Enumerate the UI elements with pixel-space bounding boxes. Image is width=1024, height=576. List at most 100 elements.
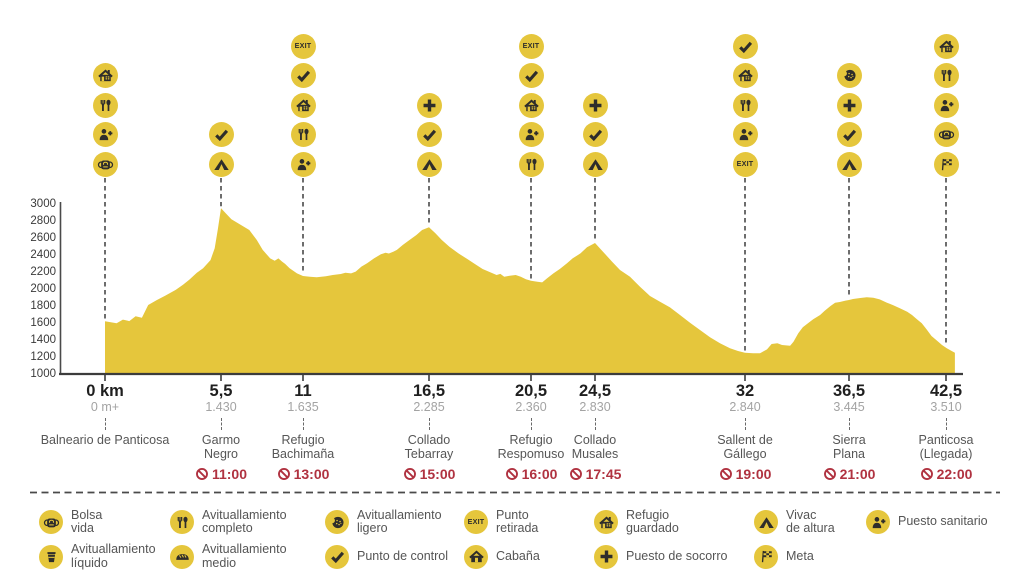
checkpoint-label-panticosa-llegada: 42,5 3.510 Panticosa (Llegada) 22:00 bbox=[858, 382, 1024, 482]
checkpoint-label-garmo-negro: 5,5 1.430 Garmo Negro 11:00 bbox=[133, 382, 309, 482]
legend-label-line: retirada bbox=[496, 521, 539, 535]
elevation-area bbox=[105, 208, 955, 374]
cutoff-time-text: 13:00 bbox=[293, 466, 330, 482]
legend-label-line: vida bbox=[71, 521, 94, 535]
cutoff-time-text: 15:00 bbox=[419, 466, 456, 482]
checkpoint-cutoff-time: 15:00 bbox=[341, 466, 517, 482]
checkpoint-connector-dash bbox=[848, 418, 850, 430]
legend-label: Avituallamiento ligero bbox=[357, 508, 442, 536]
puesto-sanitario-icon bbox=[92, 122, 118, 147]
checkpoint-label-sallent-de-gallego: 32 2.840 Sallent de Gállego 19:00 bbox=[657, 382, 833, 482]
cutoff-time-text: 21:00 bbox=[839, 466, 876, 482]
legend-label-line: Avituallamiento bbox=[202, 507, 287, 522]
legend-label: Avituallamiento completo bbox=[202, 507, 287, 536]
checkpoint-name-line: Collado bbox=[573, 433, 617, 447]
checkpoint-label-collado-musales: 24,5 2.830 Collado Musales 17:45 bbox=[507, 382, 683, 482]
y-axis-tick-2000: 2000 bbox=[30, 283, 56, 295]
bolsa-vida-icon bbox=[39, 510, 63, 534]
y-axis-tick-2200: 2200 bbox=[30, 266, 56, 278]
checkpoint-elevation-gain: 2.285 bbox=[413, 400, 445, 414]
checkpoint-cutoff-time: 19:00 bbox=[657, 466, 833, 482]
vivac-de-altura-icon bbox=[582, 151, 608, 177]
y-axis-tick-3000: 3000 bbox=[30, 198, 56, 210]
puesto-de-socorro-icon bbox=[416, 92, 442, 118]
legend-label-line: Punto de control bbox=[357, 548, 449, 563]
avituallamiento-completo-icon bbox=[732, 92, 758, 118]
puesto-sanitario-icon bbox=[933, 92, 959, 118]
puesto-sanitario-icon bbox=[732, 122, 758, 147]
elevation-profile-fill bbox=[105, 208, 955, 374]
legend-label-line: Puesto sanitario bbox=[898, 514, 988, 529]
prohibition-icon bbox=[569, 468, 582, 480]
legend-item-vivac-de-altura: Vivac de altura bbox=[754, 505, 835, 539]
legend-label-line: Puesto de socorro bbox=[626, 548, 728, 563]
y-axis-tick-2800: 2800 bbox=[30, 215, 56, 227]
puesto-sanitario-icon bbox=[518, 122, 544, 147]
checkpoint-name: Sierra Plana bbox=[761, 433, 937, 461]
legend-label-line: Meta bbox=[786, 548, 814, 563]
cutoff-time-text: 19:00 bbox=[735, 466, 772, 482]
avituallamiento-completo-icon bbox=[290, 122, 316, 147]
checkpoint-cutoff-time: 17:45 bbox=[507, 466, 683, 482]
checkpoint-name-line: Respomuso bbox=[497, 447, 565, 461]
legend-label-line: Cabaña bbox=[496, 548, 540, 563]
checkpoint-name-line: Plana bbox=[833, 447, 865, 461]
exit-icon-text: EXIT bbox=[736, 159, 754, 169]
checkpoint-name-line: Refugio bbox=[509, 433, 553, 447]
legend-label-line: guardado bbox=[626, 521, 679, 535]
refugio-guardado-icon bbox=[290, 92, 316, 118]
checkpoint-km: 36,5 bbox=[832, 382, 866, 400]
legend-label: Bolsa vida bbox=[71, 507, 103, 536]
vivac-de-altura-icon bbox=[836, 151, 862, 177]
puesto-de-socorro-icon bbox=[836, 92, 862, 118]
punto-de-control-icon bbox=[208, 122, 234, 147]
checkpoint-connector-dash bbox=[428, 418, 430, 430]
checkpoint-connector-dash bbox=[530, 418, 532, 430]
avituallamiento-liquido-icon bbox=[39, 544, 63, 569]
exit-icon-text: EXIT bbox=[522, 41, 540, 51]
avituallamiento-ligero-icon bbox=[836, 63, 862, 88]
legend-label-line: Avituallamiento bbox=[71, 542, 156, 556]
legend-label: Puesto sanitario bbox=[898, 515, 988, 529]
puesto-sanitario-icon bbox=[866, 510, 890, 534]
checkpoint-elevation-gain: 3.510 bbox=[930, 400, 962, 414]
punto-de-control-icon bbox=[732, 33, 758, 59]
meta-icon bbox=[754, 544, 778, 569]
legend-label: Avituallamiento líquido bbox=[71, 542, 156, 570]
checkpoint-name: Refugio Respomuso bbox=[443, 433, 619, 461]
checkpoint-name-line: Balneario de Panticosa bbox=[40, 433, 170, 447]
legend-label-line: Bolsa bbox=[71, 507, 103, 522]
punto-de-control-icon bbox=[836, 122, 862, 147]
checkpoint-elevation-gain: 1.430 bbox=[205, 400, 237, 414]
prohibition-icon bbox=[505, 468, 518, 480]
prohibition-icon bbox=[920, 468, 933, 480]
cutoff-time-text: 11:00 bbox=[211, 466, 248, 482]
punto-de-control-icon bbox=[290, 63, 316, 88]
punto-de-control-icon bbox=[518, 63, 544, 88]
legend-label-line: medio bbox=[202, 555, 237, 570]
prohibition-icon bbox=[823, 468, 836, 480]
avituallamiento-completo-icon bbox=[933, 63, 959, 88]
checkpoint-name: Refugio Bachimaña bbox=[215, 433, 391, 461]
y-axis-tick-2400: 2400 bbox=[30, 249, 56, 261]
checkpoint-elevation-gain: 2.840 bbox=[729, 400, 761, 414]
checkpoint-cutoff-time: 22:00 bbox=[858, 466, 1024, 482]
checkpoint-name-line: Bachimaña bbox=[271, 447, 335, 461]
chart-axes bbox=[59, 202, 963, 381]
legend-item-punto-retirada: EXIT Punto retirada bbox=[464, 505, 538, 539]
checkpoint-label-collado-tebarray: 16,5 2.285 Collado Tebarray 15:00 bbox=[341, 382, 517, 482]
checkpoint-name: Balneario de Panticosa bbox=[17, 433, 193, 447]
legend-label: Cabaña bbox=[496, 548, 540, 564]
legend-label-line: Refugio bbox=[626, 507, 670, 522]
avituallamiento-completo-icon bbox=[518, 151, 544, 177]
legend-label: Meta bbox=[786, 548, 814, 564]
y-axis-tick-1200: 1200 bbox=[30, 351, 56, 363]
checkpoint-name: Collado Musales bbox=[507, 433, 683, 461]
checkpoint-km: 5,5 bbox=[209, 382, 233, 400]
legend-item-puesto-sanitario: Puesto sanitario bbox=[866, 505, 988, 539]
prohibition-icon bbox=[403, 468, 416, 480]
checkpoint-elevation-gain: 2.830 bbox=[579, 400, 611, 414]
legend-label-line: ligero bbox=[357, 521, 388, 535]
punto-retirada-icon: EXIT bbox=[464, 510, 488, 534]
